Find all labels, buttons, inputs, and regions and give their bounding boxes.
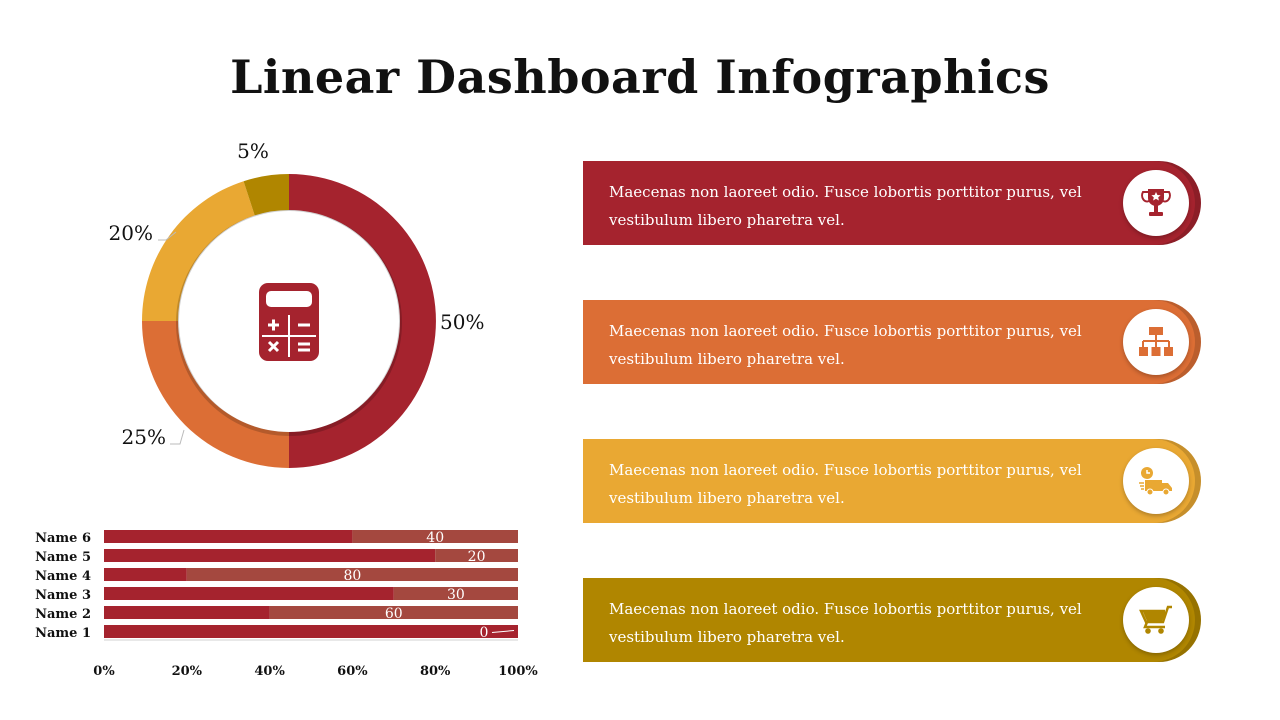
bar-primary-2 [104,606,270,619]
card-band [583,161,1195,245]
bar-primary-6 [104,530,353,543]
card-icon-circle [1123,170,1189,236]
delivery-truck-icon [1139,467,1172,496]
bar-secondary-2 [269,606,518,619]
x-tick-label: 60% [337,664,368,679]
donut-leader-line [158,231,177,241]
x-tick-label: 20% [172,664,203,679]
bar-secondary-3 [393,587,518,600]
bar-secondary-6 [352,530,518,543]
x-tick-label: 40% [254,664,285,679]
page-title: Linear Dashboard Infographics [230,50,1050,104]
bar-category-label: Name 2 [35,607,91,622]
donut-slice-1 [289,174,436,468]
x-tick-label: 0% [93,664,115,679]
donut-label-2: 25% [122,425,166,449]
info-card-1: Maecenas non laoreet odio. Fusce loborti… [583,161,1201,245]
bar-category-label: Name 4 [35,569,91,584]
bar-secondary-4 [186,568,519,581]
bar-category-label: Name 1 [35,626,91,641]
card-band [583,300,1195,384]
info-card-3: Maecenas non laoreet odio. Fusce loborti… [583,439,1201,523]
bar-data-leader [491,630,515,633]
card-icon-circle [1123,448,1189,514]
donut-slice-2 [142,321,289,468]
card-text: Maecenas non laoreet odio. Fusce loborti… [609,322,1082,368]
bar-data-label: 40 [426,530,444,546]
bar-primary-4 [104,568,187,581]
bar-data-label: 60 [385,606,403,622]
stacked-bar-chart: 0 Name 1 60 Name 2 30 Name 3 80 Name 4 20 Name 5 4… [35,530,538,679]
calculator-icon [259,283,319,361]
donut-label-1: 50% [440,310,484,334]
bar-secondary-5 [435,549,518,562]
info-card-2: Maecenas non laoreet odio. Fusce loborti… [583,300,1201,384]
bar-category-label: Name 5 [35,550,91,565]
bar-primary-1 [104,625,518,638]
donut-label-3: 20% [109,221,153,245]
donut-label-4: 5% [237,139,269,163]
bar-category-label: Name 6 [35,531,91,546]
bar-data-label: 30 [447,587,465,603]
x-tick-label: 80% [420,664,451,679]
donut-slice-4 [243,174,289,216]
card-band [583,578,1195,662]
bar-primary-3 [104,587,394,600]
card-icon-circle [1123,587,1189,653]
bar-data-label: 80 [343,568,361,584]
shopping-cart-icon [1139,605,1172,634]
card-text: Maecenas non laoreet odio. Fusce loborti… [609,461,1082,507]
card-band [583,439,1195,523]
hierarchy-icon [1139,327,1173,356]
bar-primary-5 [104,549,436,562]
bar-data-label: 0 [480,625,489,641]
info-card-4: Maecenas non laoreet odio. Fusce loborti… [583,578,1201,662]
donut-slice-3 [142,181,255,321]
x-tick-label: 100% [498,664,538,679]
bar-category-label: Name 3 [35,588,91,603]
card-text: Maecenas non laoreet odio. Fusce loborti… [609,183,1082,229]
trophy-icon [1141,189,1171,216]
card-text: Maecenas non laoreet odio. Fusce loborti… [609,600,1082,646]
donut-leader-line [170,429,185,445]
card-icon-circle [1123,309,1189,375]
bar-data-label: 20 [468,549,486,565]
